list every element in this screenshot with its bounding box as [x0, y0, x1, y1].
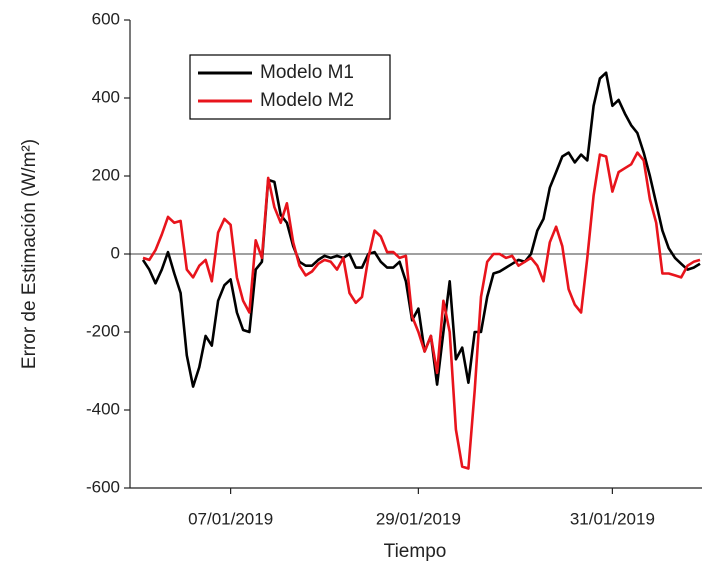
- legend-label: Modelo M2: [260, 90, 354, 111]
- x-axis-label: Tiempo: [384, 541, 447, 562]
- x-tick-label: 31/01/2019: [570, 509, 655, 528]
- y-tick-label: 0: [111, 243, 120, 262]
- y-tick-label: -200: [86, 321, 120, 340]
- line-series: [142, 151, 701, 470]
- x-tick-label: 29/01/2019: [376, 509, 461, 528]
- y-tick-label: 200: [92, 165, 120, 184]
- y-tick-label: 600: [92, 9, 120, 28]
- x-tick-label: 07/01/2019: [188, 509, 273, 528]
- legend-label: Modelo M1: [260, 62, 354, 83]
- line-series: [141, 71, 701, 388]
- y-axis-label: Error de Estimación (W/m²): [19, 139, 40, 369]
- y-tick-label: -600: [86, 477, 120, 496]
- legend-box: [189, 54, 391, 120]
- y-tick-label: -400: [86, 399, 120, 418]
- y-tick-label: 400: [92, 87, 120, 106]
